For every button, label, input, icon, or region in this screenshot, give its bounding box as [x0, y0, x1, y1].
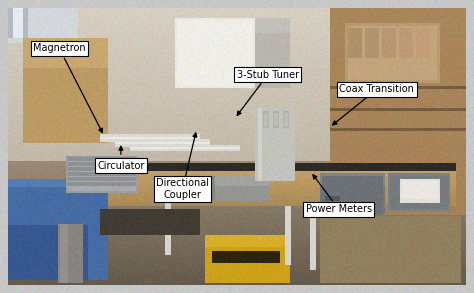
Text: Circulator: Circulator	[97, 161, 145, 171]
Text: Directional
Coupler: Directional Coupler	[156, 178, 209, 200]
Text: 3-Stub Tuner: 3-Stub Tuner	[237, 70, 299, 80]
Text: Power Meters: Power Meters	[306, 205, 372, 214]
Text: Coax Transition: Coax Transition	[339, 84, 414, 94]
Text: Magnetron: Magnetron	[33, 43, 86, 53]
